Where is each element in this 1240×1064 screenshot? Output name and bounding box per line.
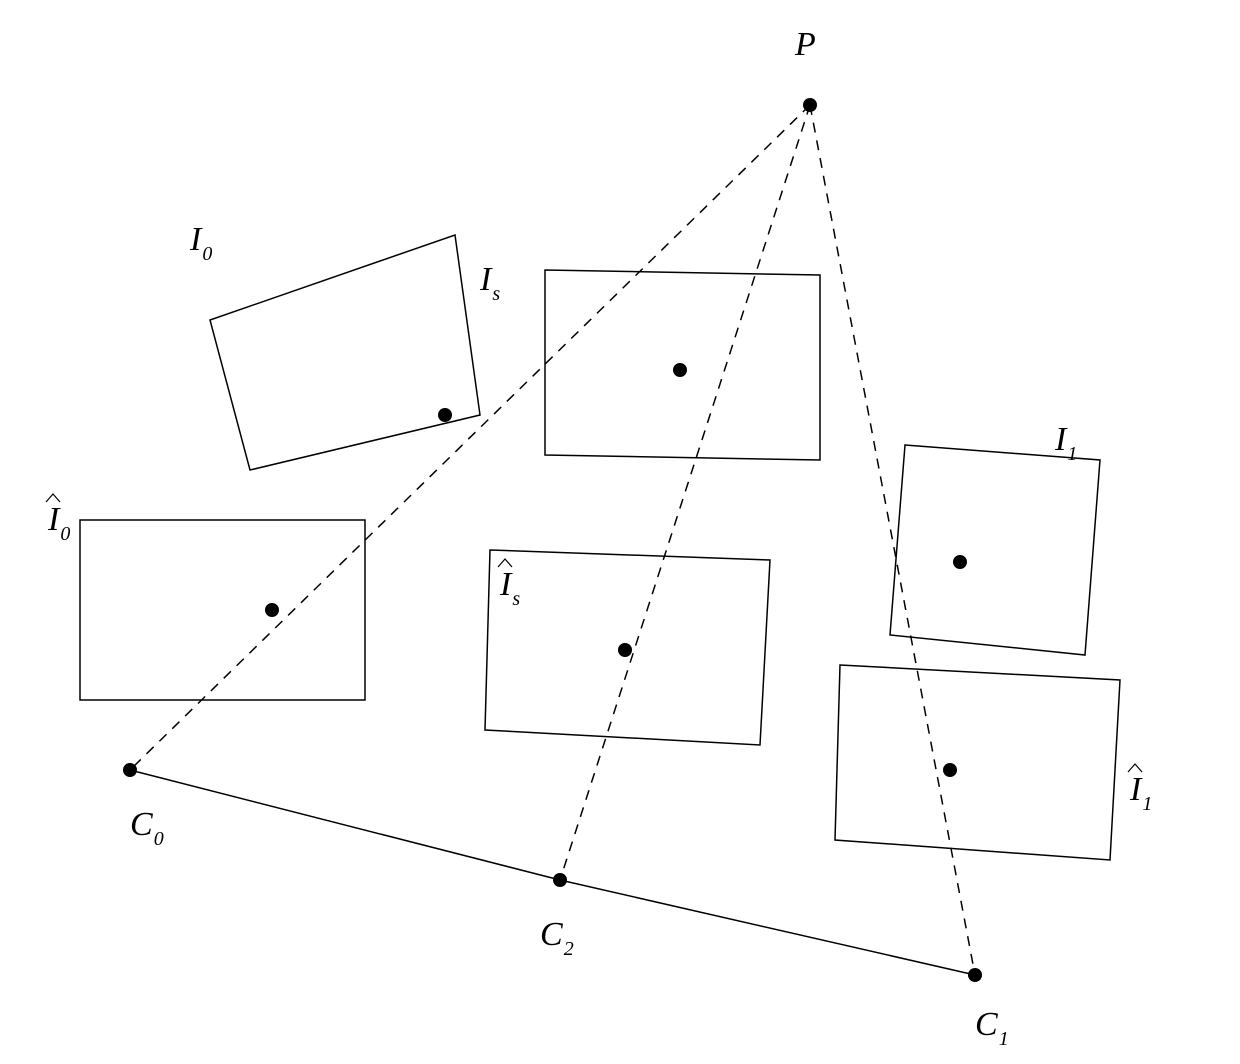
label-Ish: Is [499, 566, 520, 610]
label-C1: C1 [975, 1006, 1009, 1050]
point-P [803, 98, 817, 112]
point-p_I0h [265, 603, 279, 617]
point-C0 [123, 763, 137, 777]
label-I1: I1 [1054, 421, 1077, 465]
label-I0: I0 [189, 221, 212, 265]
point-p_Is [673, 363, 687, 377]
label-Is: Is [479, 261, 500, 305]
ray-P-C2 [560, 105, 810, 880]
ray-P-C0 [130, 105, 810, 770]
label-P: P [794, 26, 816, 63]
point-C2 [553, 873, 567, 887]
label-I1h: I1 [1129, 771, 1152, 815]
label-C2: C2 [540, 916, 574, 960]
point-p_I1 [953, 555, 967, 569]
plane-I0h [80, 520, 365, 700]
label-I0h: I0 [47, 501, 70, 545]
label-C0: C0 [130, 806, 164, 850]
point-p_I1h [943, 763, 957, 777]
plane-I0 [210, 235, 480, 470]
plane-I1 [890, 445, 1100, 655]
plane-I1h [835, 665, 1120, 860]
point-p_I0 [438, 408, 452, 422]
point-C1 [968, 968, 982, 982]
diagram-canvas: P C0 C2 C1 I0 Is I1 I0 Is I1 [0, 0, 1240, 1064]
point-p_Ish [618, 643, 632, 657]
